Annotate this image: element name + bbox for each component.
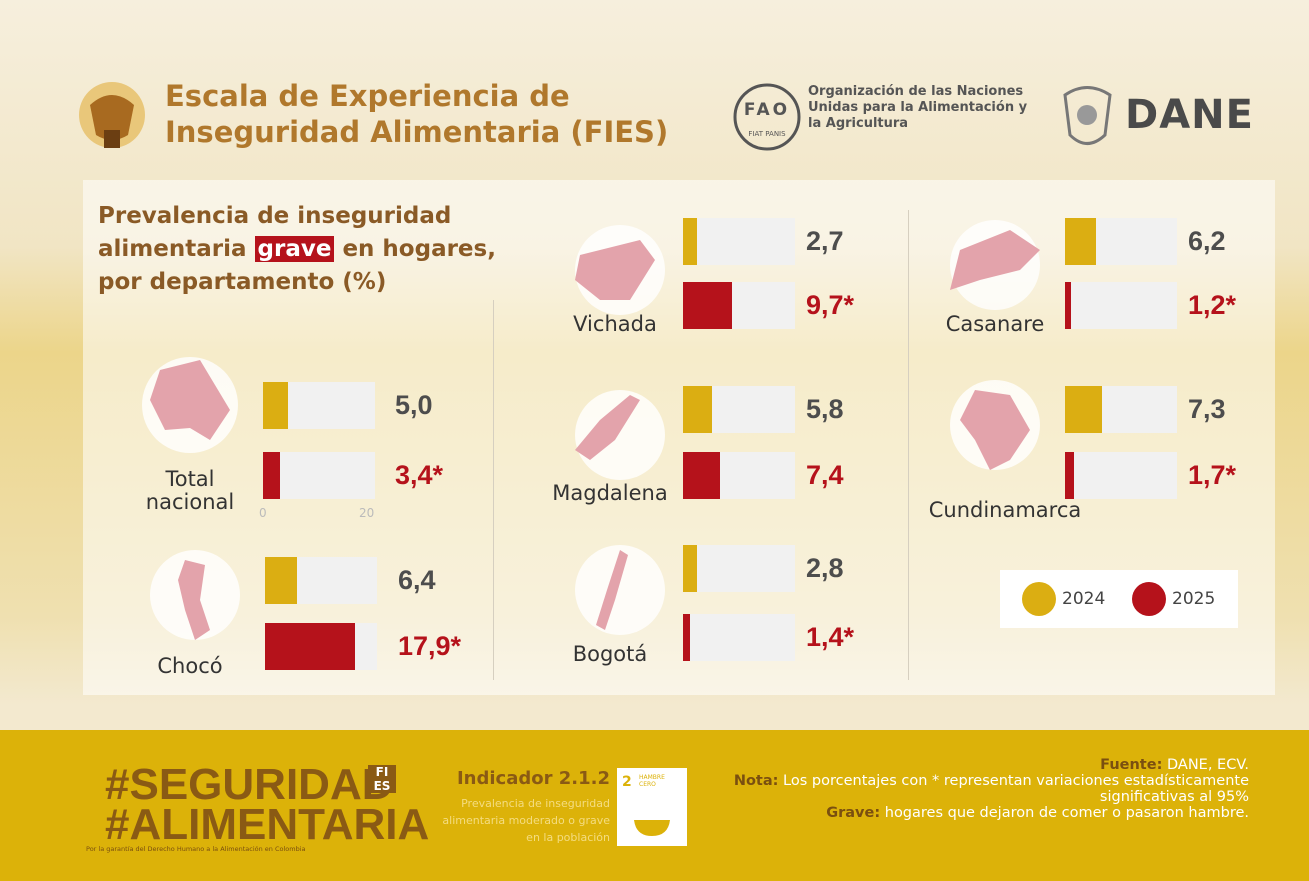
value-label: 5,8: [806, 394, 844, 425]
category-label: Cundinamarca: [915, 499, 1095, 522]
notes: Fuente: DANE, ECV. Nota: Los porcentajes…: [689, 757, 1249, 821]
dane-logo: DANE: [1125, 92, 1254, 138]
x-tick-label: 0: [259, 506, 267, 520]
value-label: 17,9*: [398, 631, 461, 662]
note-text: Los porcentajes con * representan variac…: [783, 773, 1249, 805]
fao-name: Organización de las Naciones Unidas para…: [808, 84, 1038, 132]
fao-logo: FAO FIAT PANIS: [732, 82, 802, 152]
brand-badge: FI ES: [368, 765, 396, 793]
bar: [1065, 218, 1096, 265]
legend-label: 2024: [1062, 589, 1105, 609]
brand-tagline: Por la garantía del Derecho Humano a la …: [86, 845, 306, 853]
grave-label: Grave:: [826, 805, 880, 821]
divider: [493, 300, 494, 680]
value-label: 7,3: [1188, 394, 1226, 425]
fao-motto: FIAT PANIS: [748, 130, 786, 138]
category-label: Chocó: [130, 655, 250, 678]
bar-track: [683, 545, 795, 592]
bar: [683, 282, 732, 329]
indicator-title: Indicador 2.1.2: [440, 768, 610, 789]
sdg-icon: 2 HAMBRE CERO: [617, 768, 687, 846]
fies-logo: [70, 75, 160, 155]
sdg-name: HAMBRE CERO: [639, 774, 669, 788]
bar-track: [1065, 282, 1177, 329]
value-label: 9,7*: [806, 290, 854, 321]
indicator-text: Prevalencia de inseguridad alimentaria m…: [430, 795, 610, 846]
title: Escala de Experiencia de Inseguridad Ali…: [165, 78, 685, 150]
subtitle: Prevalencia de inseguridad alimentaria g…: [98, 200, 498, 299]
source-text: DANE, ECV.: [1167, 757, 1249, 773]
category-label: Total nacional: [140, 468, 240, 514]
bar: [683, 386, 712, 433]
bar-track: [683, 218, 795, 265]
value-label: 2,7: [806, 226, 844, 257]
category-label: Bogotá: [545, 643, 675, 666]
value-label: 1,2*: [1188, 290, 1236, 321]
sdg-number: 2: [622, 774, 632, 790]
source-label: Fuente:: [1100, 757, 1162, 773]
bar: [265, 623, 355, 670]
bar: [265, 557, 297, 604]
bar: [683, 545, 697, 592]
bar: [683, 452, 720, 499]
legend-swatch: [1132, 582, 1166, 616]
bar: [683, 218, 697, 265]
value-label: 6,2: [1188, 226, 1226, 257]
brand-line: #SEGURIDAD: [105, 765, 394, 805]
category-label: Magdalena: [535, 482, 685, 505]
value-label: 1,4*: [806, 622, 854, 653]
grave-text: hogares que dejaron de comer o pasaron h…: [885, 805, 1249, 821]
fao-letters: FAO: [744, 100, 790, 120]
value-label: 3,4*: [395, 460, 443, 491]
x-tick-label: 20: [359, 506, 374, 520]
category-label: Vichada: [545, 313, 685, 336]
bar: [1065, 452, 1074, 499]
legend-label: 2025: [1172, 589, 1215, 609]
legend-swatch: [1022, 582, 1056, 616]
legend: 2024 2025: [1000, 570, 1238, 628]
infographic: Escala de Experiencia de Inseguridad Ali…: [0, 0, 1309, 881]
category-label: Casanare: [920, 313, 1070, 336]
value-label: 5,0: [395, 390, 433, 421]
bar-track: [683, 614, 795, 661]
bar: [683, 614, 690, 661]
value-label: 2,8: [806, 553, 844, 584]
bar: [1065, 386, 1102, 433]
note-label: Nota:: [734, 773, 779, 789]
value-label: 1,7*: [1188, 460, 1236, 491]
bar-track: [1065, 452, 1177, 499]
bar: [263, 452, 280, 499]
value-label: 6,4: [398, 565, 436, 596]
value-label: 7,4: [806, 460, 844, 491]
dane-emblem: [1055, 80, 1120, 155]
subtitle-highlight: grave: [255, 236, 335, 262]
brand-line: #ALIMENTARIA: [105, 805, 429, 845]
bar: [1065, 282, 1071, 329]
bar: [263, 382, 288, 429]
divider: [908, 210, 909, 680]
